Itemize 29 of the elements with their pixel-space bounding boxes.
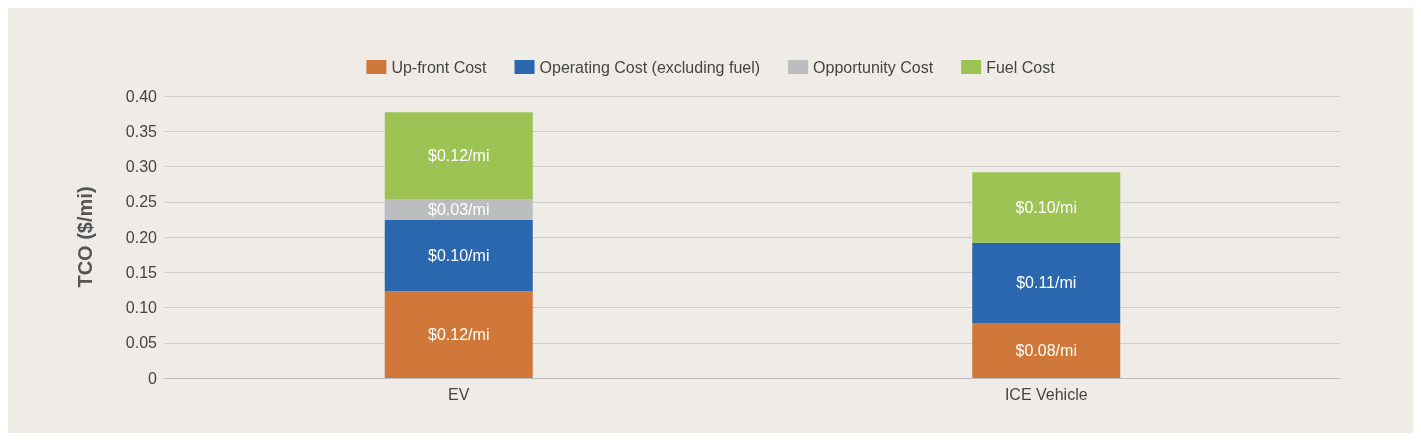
y-tick-label: 0 — [148, 369, 158, 387]
data-label: $0.11/mi — [1016, 274, 1077, 292]
bar — [972, 172, 1121, 243]
y-tick-label: 0.10 — [125, 299, 158, 316]
legend-label: Up-front Cost — [391, 58, 488, 76]
x-tick-label: ICE Vehicle — [1004, 385, 1088, 403]
bar — [384, 220, 533, 292]
bar — [972, 242, 1121, 324]
y-tick-label: 0.25 — [125, 193, 158, 211]
data-label: $0.12/mi — [428, 147, 490, 165]
y-tick-label: 0.30 — [125, 158, 158, 175]
bar — [384, 291, 533, 378]
y-tick-label: 0.15 — [125, 263, 158, 281]
data-label: $0.12/mi — [428, 326, 490, 344]
bar — [972, 323, 1121, 378]
legend-label: Fuel Cost — [986, 58, 1056, 76]
data-label: $0.08/mi — [1015, 342, 1077, 360]
data-label: $0.03/mi — [428, 201, 490, 219]
x-tick-label: EV — [448, 385, 470, 403]
y-axis-title: TCO ($/mi) — [74, 186, 96, 288]
legend-label: Operating Cost (excluding fuel) — [539, 58, 761, 76]
legend-label: Opportunity Cost — [813, 58, 934, 76]
data-label: $0.10/mi — [428, 247, 490, 265]
y-tick-label: 0.20 — [125, 228, 158, 246]
y-tick-label: 0.40 — [125, 87, 158, 105]
data-label: $0.10/mi — [1015, 198, 1077, 216]
y-tick-label: 0.05 — [125, 334, 158, 352]
y-tick-label: 0.35 — [125, 122, 158, 140]
bar — [384, 112, 533, 199]
